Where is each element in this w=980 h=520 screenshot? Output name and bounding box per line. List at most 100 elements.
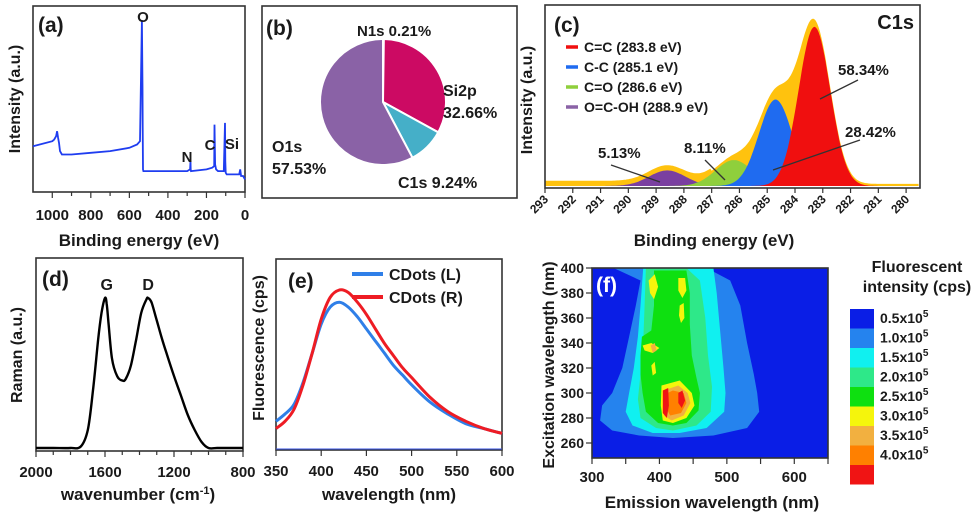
- panel-b: (b) N1s 0.21% Si2p 32.66% C1s 9.24% O1s …: [261, 5, 518, 199]
- peak-label-c: C: [205, 137, 216, 154]
- panel-d-xlabel-superscript: -1: [200, 485, 210, 497]
- x-tick-label: 289: [638, 192, 662, 216]
- legend-label: C=C (283.8 eV): [584, 39, 682, 55]
- colorbar-swatch: [850, 406, 874, 426]
- x-tick-label: 292: [555, 192, 579, 216]
- colorbar-label-exponent: 5: [923, 387, 929, 398]
- contour-level-5: [648, 274, 659, 300]
- colorbar-label: 4.0x105: [880, 446, 929, 463]
- x-tick-label: 600: [117, 207, 142, 224]
- colorbar-label: 1.5x105: [880, 348, 929, 365]
- panel-a-frame: [32, 5, 246, 193]
- x-tick-label: 283: [805, 192, 829, 216]
- panel-e-x-ticks: 350 400 450 500 550 600: [263, 450, 515, 480]
- annot-line-28-42: [772, 139, 861, 171]
- y-tick-label: 340: [561, 335, 585, 351]
- x-tick-label: 500: [399, 463, 424, 480]
- colorbar-label-mantissa: 2.0x10: [880, 369, 923, 385]
- panel-f-colorbar: 0.5x1051.0x1051.5x1052.0x1052.5x1053.0x1…: [850, 309, 929, 485]
- x-tick-label: 550: [444, 463, 469, 480]
- panel-c-title: C1s: [877, 12, 914, 34]
- colorbar-title-line2: intensity (cps): [863, 279, 971, 296]
- x-tick-label: 600: [489, 463, 514, 480]
- panel-c-component-areas: [545, 18, 919, 186]
- colorbar-swatch: [850, 348, 874, 368]
- legend-label: C-C (285.1 eV): [584, 59, 678, 75]
- legend-label: CDots (L): [389, 267, 461, 284]
- x-tick-label: 450: [354, 463, 379, 480]
- colorbar-title-line1: Fluorescent: [872, 259, 963, 276]
- x-tick-label: 800: [230, 464, 255, 481]
- y-tick-label: 260: [561, 435, 585, 451]
- colorbar-swatch: [850, 387, 874, 407]
- colorbar-swatch: [850, 309, 874, 329]
- y-tick-label: 360: [561, 310, 585, 326]
- pie-label-n1s: N1s 0.21%: [357, 23, 431, 40]
- panel-c-ylabel: Intensity (a.u.): [519, 46, 536, 154]
- pie-label-si2p-name: Si2p: [443, 83, 477, 100]
- x-tick-label: 1200: [157, 464, 190, 481]
- peak-label-g: G: [100, 277, 112, 294]
- x-tick-label: 280: [888, 192, 912, 216]
- x-tick-label: 285: [749, 192, 773, 216]
- y-tick-label: 380: [561, 285, 585, 301]
- pie-label-c1s: C1s 9.24%: [398, 175, 477, 192]
- y-tick-label: 320: [561, 360, 585, 376]
- legend-label: O=C-OH (288.9 eV): [584, 99, 708, 115]
- colorbar-label-mantissa: 3.0x10: [880, 408, 923, 424]
- pie-label-si2p-value: 32.66%: [443, 105, 497, 122]
- colorbar-label-mantissa: 3.5x10: [880, 427, 923, 443]
- colorbar-label-mantissa: 1.0x10: [880, 330, 923, 346]
- panel-f-y-ticks: 260 280 300 320 340 360 380 400: [561, 260, 592, 451]
- x-tick-label: 1000: [36, 207, 69, 224]
- pie-label-o1s-value: 57.53%: [272, 161, 326, 178]
- panel-c-frame: [544, 4, 921, 189]
- x-tick-label: 288: [666, 192, 690, 216]
- contour-level-5: [679, 303, 685, 323]
- pie-slice-o1s: [319, 37, 414, 166]
- panel-b-frame: [261, 5, 518, 199]
- series-line-cdotsl: [275, 300, 503, 435]
- x-tick-label: 300: [579, 469, 604, 486]
- panel-a: (a) 1000 800 600 400 200 0 O NC Si Binding ener…: [7, 5, 249, 250]
- x-tick-label: 290: [610, 192, 634, 216]
- colorbar-label-mantissa: 4.0x10: [880, 447, 923, 463]
- x-tick-label: 500: [714, 469, 739, 486]
- x-tick-label: 800: [78, 207, 103, 224]
- x-tick-label: 291: [583, 192, 607, 216]
- annot-percent-c-o: 8.11%: [684, 140, 726, 157]
- panel-a-xlabel: Binding energy (eV): [59, 231, 220, 250]
- panel-a-label: (a): [38, 14, 64, 37]
- panel-c-xlabel: Binding energy (eV): [634, 231, 795, 250]
- pie-label-o1s-name: O1s: [272, 139, 302, 156]
- colorbar-label-exponent: 5: [923, 446, 929, 457]
- colorbar-swatch: [850, 445, 874, 465]
- contour-level-5: [678, 278, 687, 298]
- panel-d-ylabel: Raman (a.u.): [9, 307, 26, 403]
- y-tick-label: 300: [561, 385, 585, 401]
- colorbar-label: 0.5x105: [880, 309, 929, 326]
- panel-d-x-ticks: 2000 1600 1200 800: [19, 451, 256, 481]
- colorbar-swatch: [850, 328, 874, 348]
- colorbar-label-exponent: 5: [923, 426, 929, 437]
- x-tick-label: 281: [860, 192, 884, 216]
- panel-e-series: [275, 288, 503, 450]
- x-tick-label: 1600: [88, 464, 121, 481]
- x-tick-label: 287: [694, 192, 718, 216]
- x-tick-label: 400: [309, 463, 334, 480]
- panel-f-xlabel: Emission wavelength (nm): [605, 493, 819, 512]
- panel-a-survey-spectrum-line: [32, 19, 246, 180]
- colorbar-label: 2.0x105: [880, 368, 929, 385]
- panel-e-ylabel: Fluorescence (cps): [251, 275, 268, 421]
- panel-d-xlabel-text: wavenumber (cm: [60, 485, 200, 504]
- panel-e-frame: [275, 258, 503, 451]
- panel-f-ylabel: Excitation wavelength (nm): [541, 261, 558, 468]
- legend-label: CDots (R): [389, 290, 463, 307]
- pie-slice-si2p: [381, 37, 447, 134]
- annot-line-58-34: [819, 79, 859, 100]
- colorbar-label: 1.0x105: [880, 329, 929, 346]
- colorbar-swatch: [850, 367, 874, 387]
